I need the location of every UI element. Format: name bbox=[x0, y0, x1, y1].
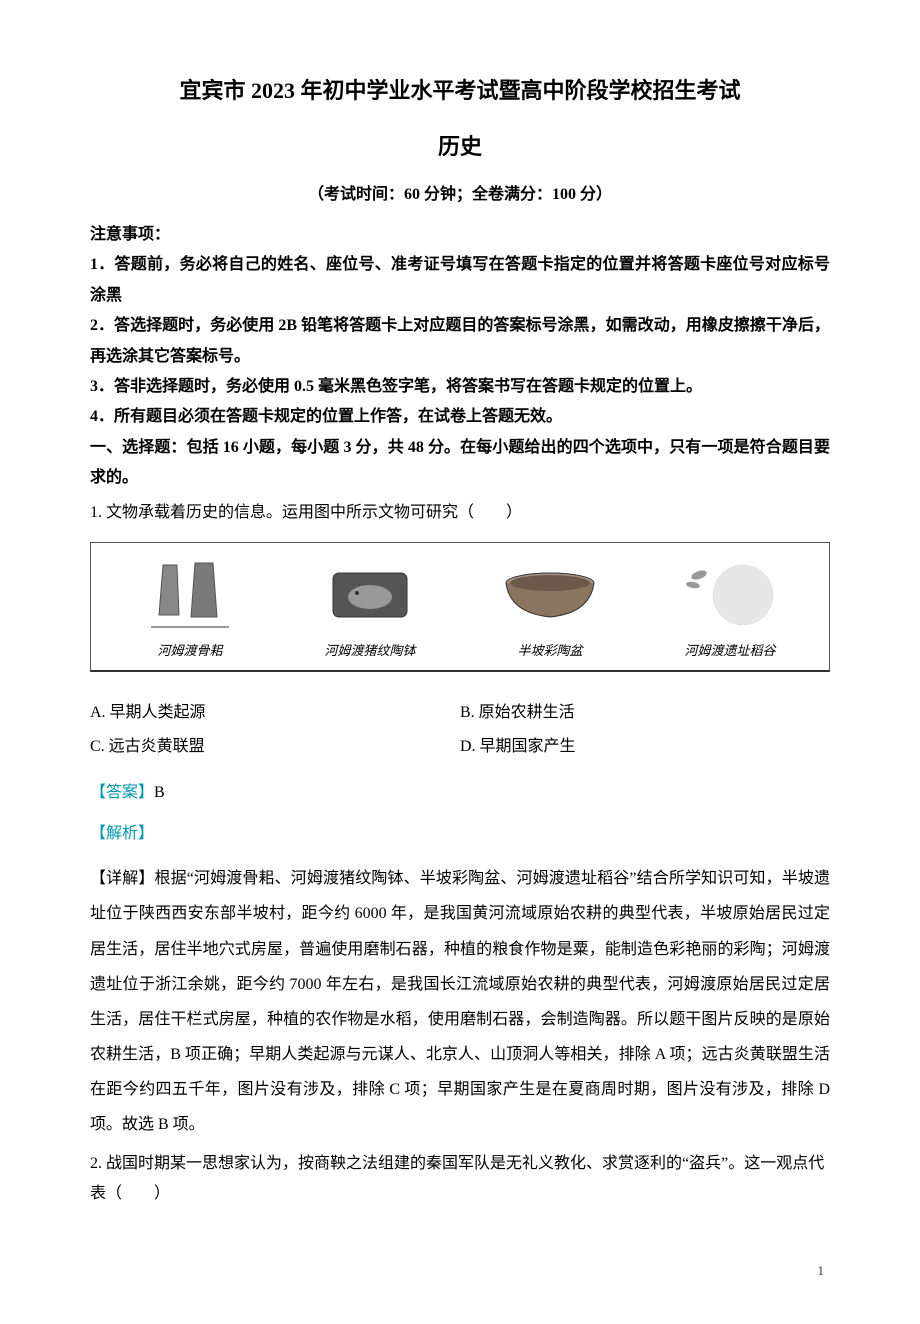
section-heading: 一、选择题：包括 16 小题，每小题 3 分，共 48 分。在每小题给出的四个选… bbox=[90, 433, 830, 494]
options-row-1: A. 早期人类起源 B. 原始农耕生活 bbox=[90, 698, 830, 728]
figure-container: 河姆渡骨耜 河姆渡猪纹陶钵 半坡彩陶盆 bbox=[90, 542, 830, 672]
q2-text: 2. 战国时期某一思想家认为，按商鞅之法组建的秦国军队是无礼义教化、求赏逐利的“… bbox=[90, 1149, 830, 1210]
figure-caption-1: 河姆渡骨耜 bbox=[105, 639, 275, 664]
q1-explanation: 【详解】根据“河姆渡骨耜、河姆渡猪纹陶钵、半坡彩陶盆、河姆渡遗址稻谷”结合所学知… bbox=[90, 861, 830, 1143]
answer-letter: B bbox=[154, 784, 165, 801]
notice-item-2: 2．答选择题时，务必使用 2B 铅笔将答题卡上对应题目的答案标号涂黑，如需改动，… bbox=[90, 311, 830, 372]
artifact-pig-pottery-icon bbox=[285, 553, 455, 635]
artifact-painted-bowl-icon bbox=[465, 553, 635, 635]
notice-item-1: 1．答题前，务必将自己的姓名、座位号、准考证号填写在答题卡指定的位置并将答题卡座… bbox=[90, 250, 830, 311]
artifact-bone-spade-icon bbox=[105, 553, 275, 635]
option-d: D. 早期国家产生 bbox=[460, 732, 830, 762]
options-row-2: C. 远古炎黄联盟 D. 早期国家产生 bbox=[90, 732, 830, 762]
notice-item-3: 3．答非选择题时，务必使用 0.5 毫米黑色签字笔，将答案书写在答题卡规定的位置… bbox=[90, 372, 830, 402]
notice-heading: 注意事项： bbox=[90, 220, 830, 250]
exam-info: （考试时间：60 分钟；全卷满分：100 分） bbox=[90, 180, 830, 210]
answer-label: 【答案】 bbox=[90, 784, 154, 801]
figure-caption-3: 半坡彩陶盆 bbox=[465, 639, 635, 664]
answer-line: 【答案】B bbox=[90, 778, 830, 808]
figure-item-1: 河姆渡骨耜 bbox=[105, 553, 275, 664]
option-a: A. 早期人类起源 bbox=[90, 698, 460, 728]
main-title: 宜宾市 2023 年初中学业水平考试暨高中阶段学校招生考试 bbox=[90, 70, 830, 112]
figure-caption-4: 河姆渡遗址稻谷 bbox=[645, 639, 815, 664]
page-number: 1 bbox=[90, 1259, 830, 1284]
figure-item-3: 半坡彩陶盆 bbox=[465, 553, 635, 664]
artifact-rice-grain-icon bbox=[645, 553, 815, 635]
subject-title: 历史 bbox=[90, 126, 830, 168]
notice-item-4: 4．所有题目必须在答题卡规定的位置上作答，在试卷上答题无效。 bbox=[90, 402, 830, 432]
figure-caption-2: 河姆渡猪纹陶钵 bbox=[285, 639, 455, 664]
figure-item-2: 河姆渡猪纹陶钵 bbox=[285, 553, 455, 664]
figure-item-4: 河姆渡遗址稻谷 bbox=[645, 553, 815, 664]
option-c: C. 远古炎黄联盟 bbox=[90, 732, 460, 762]
analysis-label: 【解析】 bbox=[90, 819, 830, 849]
q1-text: 1. 文物承载着历史的信息。运用图中所示文物可研究（ ） bbox=[90, 498, 830, 528]
option-b: B. 原始农耕生活 bbox=[460, 698, 830, 728]
